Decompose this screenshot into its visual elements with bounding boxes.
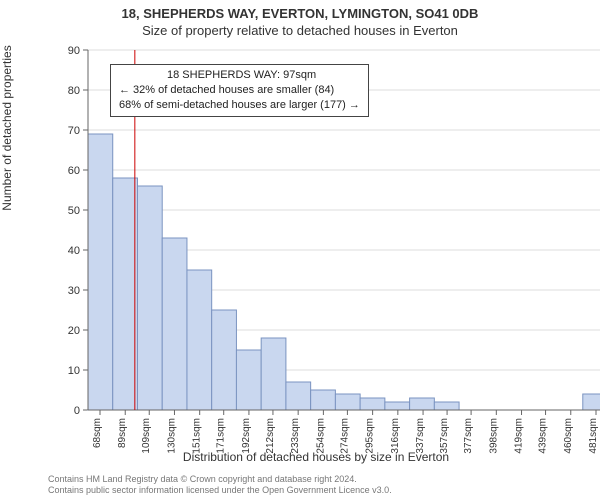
svg-text:70: 70 <box>68 125 80 137</box>
svg-text:254sqm: 254sqm <box>315 418 326 454</box>
svg-text:89sqm: 89sqm <box>117 418 128 448</box>
svg-text:30: 30 <box>68 285 80 297</box>
svg-text:80: 80 <box>68 85 80 97</box>
svg-text:60: 60 <box>68 165 80 177</box>
annotation-line-3: 68% of semi-detached houses are larger (… <box>119 98 360 113</box>
svg-text:398sqm: 398sqm <box>488 418 499 454</box>
y-axis-label: Number of detached properties <box>0 28 14 228</box>
svg-text:50: 50 <box>68 205 80 217</box>
footer-line-2: Contains public sector information licen… <box>48 485 392 496</box>
footer-line-1: Contains HM Land Registry data © Crown c… <box>48 474 392 485</box>
page-title-subtitle: Size of property relative to detached ho… <box>0 21 600 38</box>
svg-text:90: 90 <box>68 45 80 57</box>
svg-text:192sqm: 192sqm <box>241 418 252 454</box>
svg-text:419sqm: 419sqm <box>514 418 525 454</box>
page-title-address: 18, SHEPHERDS WAY, EVERTON, LYMINGTON, S… <box>0 0 600 21</box>
svg-text:460sqm: 460sqm <box>563 418 574 454</box>
svg-text:109sqm: 109sqm <box>141 418 152 454</box>
svg-text:0: 0 <box>74 405 80 417</box>
svg-text:337sqm: 337sqm <box>415 418 426 454</box>
annotation-line-2: ← 32% of detached houses are smaller (84… <box>119 83 360 98</box>
svg-text:233sqm: 233sqm <box>290 418 301 454</box>
footer-attribution: Contains HM Land Registry data © Crown c… <box>48 474 392 496</box>
svg-text:151sqm: 151sqm <box>192 418 203 454</box>
annotation-line-1: 18 SHEPHERDS WAY: 97sqm <box>119 68 360 83</box>
svg-text:357sqm: 357sqm <box>439 418 450 454</box>
svg-text:212sqm: 212sqm <box>265 418 276 454</box>
svg-text:439sqm: 439sqm <box>538 418 549 454</box>
svg-text:68sqm: 68sqm <box>92 418 103 448</box>
svg-text:274sqm: 274sqm <box>339 418 350 454</box>
svg-text:171sqm: 171sqm <box>216 418 227 454</box>
svg-text:377sqm: 377sqm <box>463 418 474 454</box>
svg-text:10: 10 <box>68 365 80 377</box>
svg-text:316sqm: 316sqm <box>390 418 401 454</box>
svg-text:20: 20 <box>68 325 80 337</box>
svg-text:295sqm: 295sqm <box>365 418 376 454</box>
x-axis-label: Distribution of detached houses by size … <box>56 450 576 464</box>
svg-text:130sqm: 130sqm <box>166 418 177 454</box>
svg-text:40: 40 <box>68 245 80 257</box>
svg-text:481sqm: 481sqm <box>588 418 599 454</box>
annotation-box: 18 SHEPHERDS WAY: 97sqm ← 32% of detache… <box>110 64 369 117</box>
